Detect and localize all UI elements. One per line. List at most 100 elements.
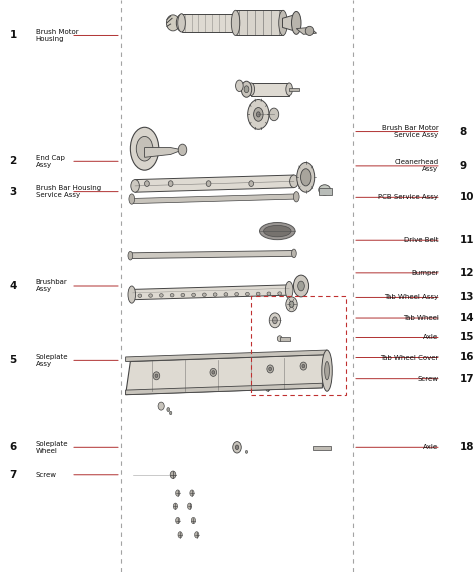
Ellipse shape: [166, 15, 180, 31]
Ellipse shape: [246, 451, 247, 453]
Ellipse shape: [138, 294, 142, 297]
Ellipse shape: [137, 137, 153, 161]
Ellipse shape: [286, 297, 297, 312]
Ellipse shape: [167, 407, 170, 412]
Text: 12: 12: [460, 268, 474, 278]
Text: Axle: Axle: [423, 444, 438, 450]
Ellipse shape: [178, 144, 187, 156]
Ellipse shape: [259, 223, 295, 240]
Ellipse shape: [236, 80, 243, 92]
Polygon shape: [126, 355, 327, 395]
Polygon shape: [130, 251, 294, 259]
Ellipse shape: [264, 225, 291, 237]
Text: 4: 4: [9, 281, 17, 291]
Ellipse shape: [173, 503, 177, 509]
Text: 10: 10: [460, 192, 474, 202]
Ellipse shape: [153, 372, 160, 380]
Polygon shape: [145, 148, 182, 157]
Ellipse shape: [224, 293, 228, 296]
Ellipse shape: [254, 108, 263, 121]
Bar: [236, 10, 283, 35]
Polygon shape: [263, 356, 289, 365]
Ellipse shape: [249, 181, 254, 186]
Text: End Cap
Assy: End Cap Assy: [36, 155, 64, 168]
Ellipse shape: [298, 281, 304, 291]
Text: 15: 15: [460, 332, 474, 343]
Ellipse shape: [319, 185, 331, 195]
Ellipse shape: [269, 313, 281, 328]
Ellipse shape: [233, 442, 241, 453]
Ellipse shape: [286, 83, 292, 96]
Ellipse shape: [169, 411, 172, 415]
Text: 17: 17: [460, 374, 474, 384]
Text: 18: 18: [460, 442, 474, 452]
Text: Soleplate
Wheel: Soleplate Wheel: [36, 441, 68, 454]
Text: Tab Wheel Cover: Tab Wheel Cover: [380, 355, 438, 360]
Bar: [280, 337, 290, 341]
Ellipse shape: [325, 362, 329, 380]
Text: Brush Bar Motor
Service Assy: Brush Bar Motor Service Assy: [382, 125, 438, 138]
Text: Brush Bar Housing
Service Assy: Brush Bar Housing Service Assy: [36, 185, 100, 198]
Ellipse shape: [293, 275, 309, 297]
Bar: [313, 446, 331, 450]
Text: PCB Service Assy: PCB Service Assy: [378, 194, 438, 200]
Ellipse shape: [194, 532, 199, 538]
Ellipse shape: [289, 301, 294, 308]
Ellipse shape: [292, 11, 301, 34]
Bar: [251, 296, 346, 395]
Text: Bumper: Bumper: [411, 270, 438, 276]
Ellipse shape: [175, 490, 180, 496]
Ellipse shape: [248, 100, 269, 129]
Text: 9: 9: [460, 161, 467, 171]
Ellipse shape: [246, 292, 249, 296]
Ellipse shape: [269, 367, 272, 371]
Ellipse shape: [248, 83, 255, 96]
Text: 7: 7: [9, 470, 17, 480]
Polygon shape: [283, 14, 296, 31]
Bar: [182, 14, 236, 32]
Ellipse shape: [170, 471, 176, 478]
Ellipse shape: [206, 181, 211, 186]
Ellipse shape: [285, 281, 293, 299]
Ellipse shape: [297, 162, 315, 192]
Text: 1: 1: [9, 30, 17, 41]
Ellipse shape: [300, 362, 307, 370]
Ellipse shape: [278, 292, 282, 295]
Ellipse shape: [191, 517, 195, 524]
Ellipse shape: [256, 112, 260, 117]
Polygon shape: [135, 175, 294, 192]
Text: Brushbar
Assy: Brushbar Assy: [36, 280, 67, 292]
Ellipse shape: [188, 503, 191, 509]
Ellipse shape: [170, 293, 174, 297]
Ellipse shape: [176, 14, 187, 31]
Ellipse shape: [301, 169, 311, 186]
Ellipse shape: [302, 364, 305, 368]
Text: Screw: Screw: [418, 376, 438, 382]
Ellipse shape: [159, 293, 163, 297]
Ellipse shape: [235, 292, 238, 296]
Text: 13: 13: [460, 292, 474, 303]
Text: 16: 16: [460, 352, 474, 363]
Polygon shape: [132, 194, 296, 204]
Ellipse shape: [290, 175, 298, 188]
Ellipse shape: [279, 10, 287, 35]
Text: Axle: Axle: [423, 335, 438, 340]
Ellipse shape: [293, 192, 299, 202]
Ellipse shape: [231, 10, 240, 35]
Ellipse shape: [256, 292, 260, 296]
Ellipse shape: [305, 26, 314, 35]
Ellipse shape: [244, 86, 249, 93]
Ellipse shape: [131, 180, 139, 192]
Polygon shape: [132, 285, 289, 300]
Text: 5: 5: [9, 355, 17, 366]
Ellipse shape: [128, 286, 136, 303]
Ellipse shape: [292, 249, 296, 257]
Text: Cleanerhead
Assy: Cleanerhead Assy: [394, 160, 438, 172]
Ellipse shape: [212, 371, 215, 374]
Text: Brush Motor
Housing: Brush Motor Housing: [36, 29, 78, 42]
Ellipse shape: [178, 532, 182, 538]
Ellipse shape: [322, 350, 332, 391]
Ellipse shape: [210, 368, 217, 376]
Polygon shape: [126, 350, 327, 362]
Ellipse shape: [130, 128, 159, 170]
